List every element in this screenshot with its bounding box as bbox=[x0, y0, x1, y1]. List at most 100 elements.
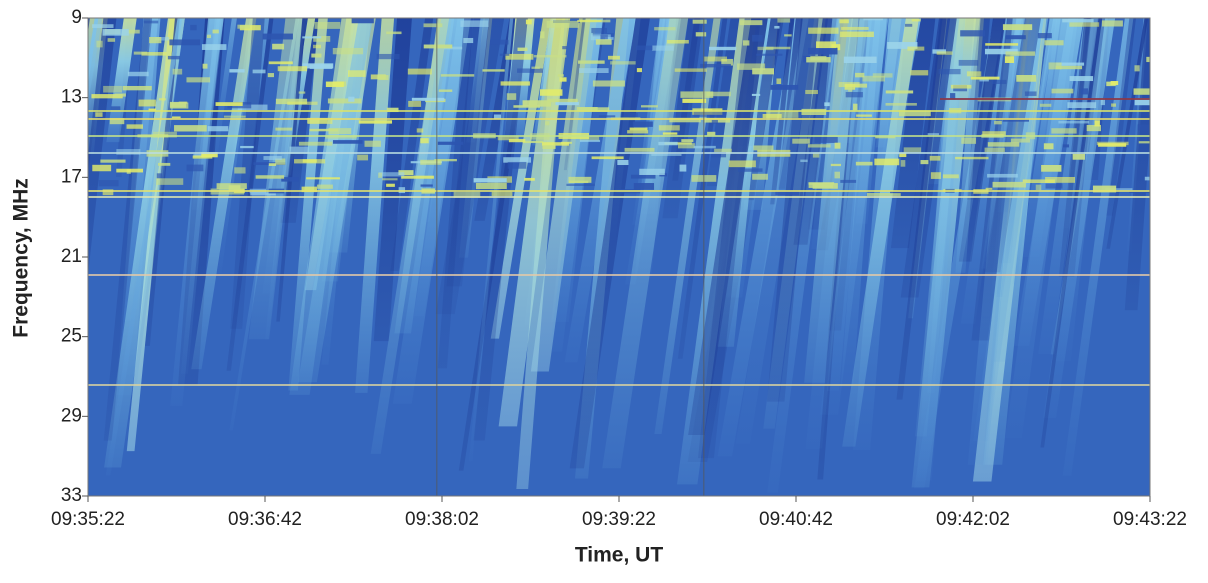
texture bbox=[890, 190, 920, 194]
texture bbox=[1080, 88, 1089, 95]
texture bbox=[229, 69, 245, 73]
texture bbox=[239, 25, 261, 31]
texture bbox=[109, 118, 125, 125]
texture bbox=[824, 102, 830, 107]
texture bbox=[127, 71, 149, 77]
texture bbox=[202, 63, 208, 69]
texture bbox=[667, 39, 689, 44]
texture bbox=[116, 149, 141, 155]
texture bbox=[390, 18, 434, 272]
texture bbox=[579, 68, 609, 74]
texture bbox=[386, 31, 402, 35]
texture bbox=[268, 163, 277, 166]
texture bbox=[677, 143, 695, 149]
texture bbox=[739, 20, 763, 26]
texture bbox=[276, 18, 306, 322]
texture bbox=[842, 18, 919, 447]
texture bbox=[840, 31, 874, 38]
texture bbox=[525, 19, 532, 25]
texture bbox=[88, 274, 1150, 276]
texture bbox=[711, 119, 718, 124]
texture bbox=[600, 34, 608, 40]
texture bbox=[378, 172, 383, 178]
texture bbox=[863, 18, 883, 21]
texture bbox=[1024, 91, 1037, 96]
texture bbox=[812, 152, 820, 158]
texture bbox=[765, 46, 791, 50]
texture bbox=[423, 44, 453, 49]
texture bbox=[1067, 102, 1097, 109]
texture bbox=[378, 172, 405, 177]
texture bbox=[382, 178, 398, 181]
texture bbox=[834, 171, 840, 179]
texture bbox=[711, 152, 727, 158]
texture bbox=[927, 133, 939, 136]
texture bbox=[984, 48, 1018, 55]
texture bbox=[420, 159, 442, 165]
texture bbox=[217, 18, 257, 274]
texture bbox=[325, 81, 344, 88]
texture bbox=[436, 18, 438, 496]
texture bbox=[88, 152, 1150, 154]
texture bbox=[900, 160, 906, 167]
texture bbox=[752, 34, 763, 42]
texture bbox=[453, 191, 481, 198]
texture bbox=[186, 164, 204, 172]
x-tick-label: 09:42:02 bbox=[936, 509, 1010, 530]
texture bbox=[693, 111, 723, 117]
texture bbox=[92, 164, 112, 172]
texture bbox=[563, 18, 586, 171]
texture bbox=[695, 32, 707, 37]
texture bbox=[250, 192, 276, 196]
texture bbox=[438, 89, 453, 92]
x-tick-label: 09:39:22 bbox=[582, 509, 656, 530]
texture bbox=[174, 125, 207, 132]
texture bbox=[223, 115, 246, 118]
texture bbox=[1086, 124, 1101, 132]
texture bbox=[348, 96, 355, 102]
texture bbox=[1016, 75, 1037, 82]
texture bbox=[311, 53, 322, 58]
texture bbox=[212, 18, 237, 155]
texture bbox=[192, 155, 213, 159]
texture bbox=[1148, 110, 1150, 116]
texture bbox=[845, 92, 863, 98]
texture bbox=[1106, 18, 1137, 216]
texture bbox=[230, 18, 265, 329]
texture bbox=[267, 73, 275, 78]
texture bbox=[1043, 143, 1054, 150]
texture bbox=[579, 139, 601, 143]
texture bbox=[692, 19, 707, 24]
texture bbox=[834, 142, 841, 149]
texture bbox=[776, 78, 782, 84]
texture bbox=[539, 89, 563, 96]
texture bbox=[207, 126, 229, 132]
texture bbox=[1045, 176, 1076, 183]
texture bbox=[903, 147, 922, 153]
texture bbox=[577, 19, 602, 23]
texture bbox=[98, 180, 119, 187]
texture bbox=[281, 177, 299, 182]
texture bbox=[961, 137, 977, 144]
texture bbox=[1146, 56, 1150, 63]
texture bbox=[714, 148, 732, 153]
texture bbox=[540, 31, 545, 39]
texture bbox=[706, 91, 731, 97]
texture bbox=[866, 192, 901, 196]
texture bbox=[840, 179, 857, 183]
texture bbox=[899, 152, 907, 158]
texture bbox=[1005, 51, 1036, 56]
texture bbox=[122, 85, 152, 91]
texture bbox=[910, 70, 929, 76]
texture bbox=[103, 85, 122, 93]
texture bbox=[633, 183, 655, 190]
texture bbox=[703, 56, 728, 62]
y-tick-label: 33 bbox=[61, 485, 82, 506]
texture bbox=[662, 132, 678, 135]
texture bbox=[541, 142, 569, 146]
texture bbox=[757, 46, 774, 51]
texture bbox=[100, 159, 126, 163]
texture bbox=[1056, 62, 1085, 66]
texture bbox=[830, 163, 841, 167]
x-tick-label: 09:38:02 bbox=[405, 509, 479, 530]
